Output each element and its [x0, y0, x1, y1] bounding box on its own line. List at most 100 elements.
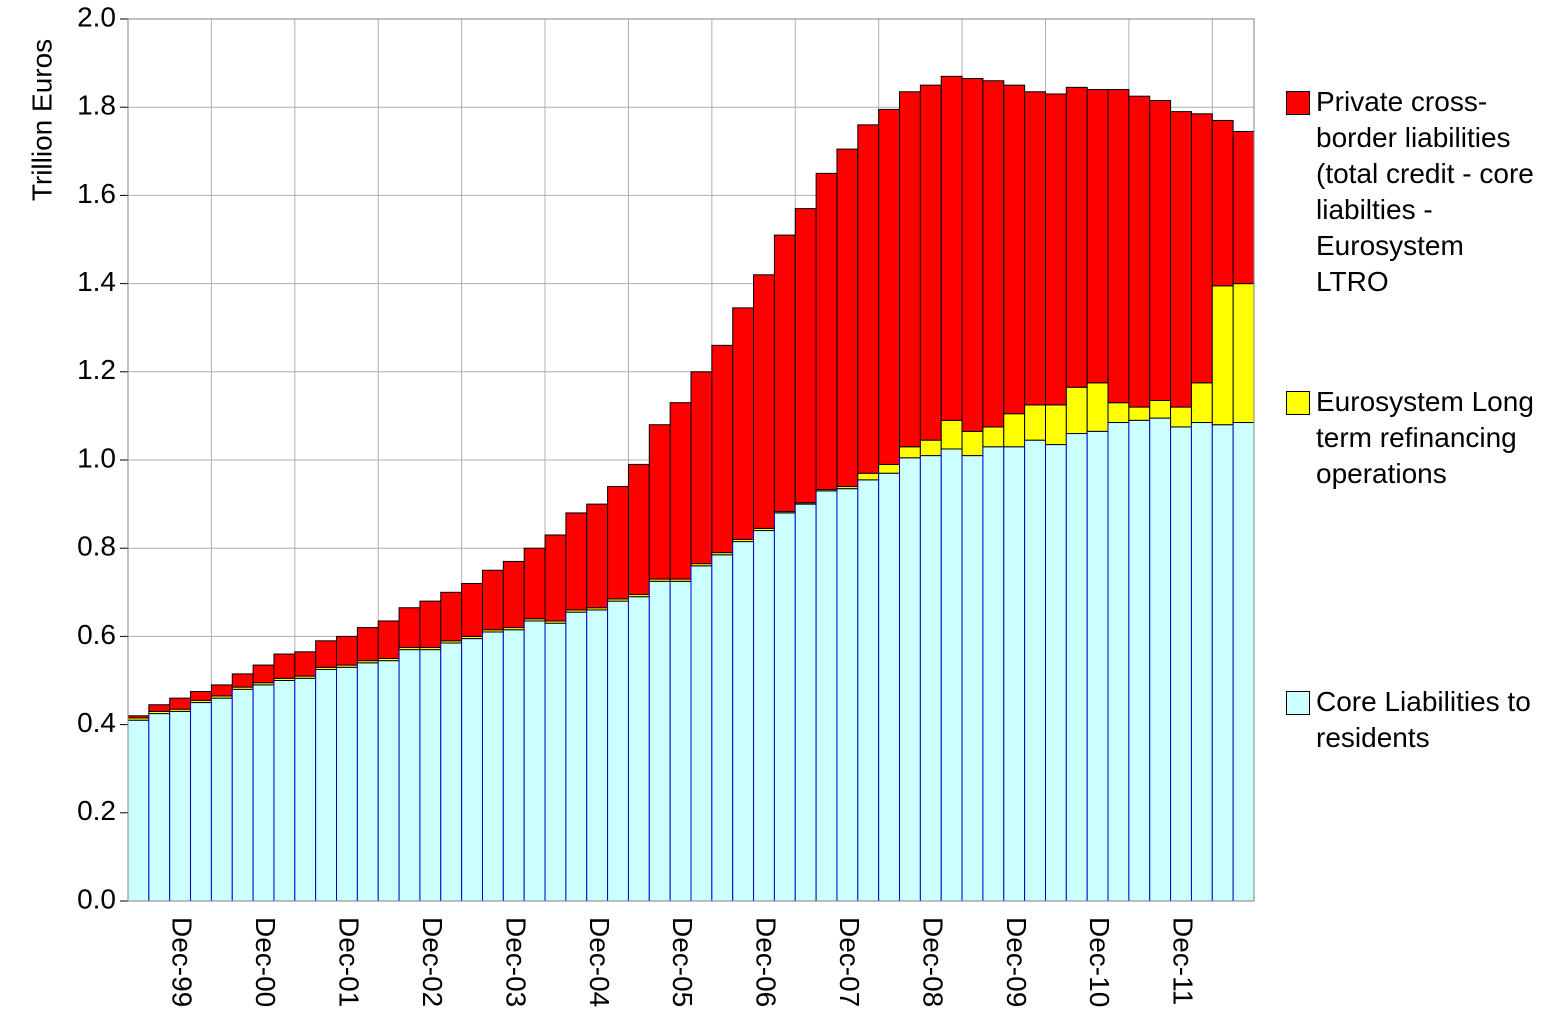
bar-segment	[377, 620, 400, 659]
bar-segment	[419, 649, 442, 902]
bar-segment	[1232, 130, 1255, 285]
bar-segment	[1044, 93, 1067, 406]
y-tick-label: 0.8	[77, 531, 116, 562]
bar-segment	[899, 457, 921, 902]
legend-label: Core Liabilities to residents	[1316, 686, 1531, 753]
bar-segment	[982, 446, 1005, 902]
bar-segment	[544, 534, 567, 622]
y-tick-label: 1.0	[77, 442, 116, 473]
bar-segment	[1044, 444, 1067, 902]
bar-segment	[982, 80, 1005, 428]
bar-segment	[1128, 406, 1151, 421]
bar-segment	[377, 660, 400, 902]
bar-segment	[732, 307, 755, 540]
bar-segment	[1024, 91, 1046, 406]
bar-segment	[502, 560, 525, 629]
x-tick-label: Dec-00	[250, 917, 281, 1007]
legend-swatch	[1286, 91, 1310, 115]
bar-segment	[732, 541, 755, 902]
bar-segment	[440, 591, 463, 642]
bar-segment	[648, 424, 671, 580]
x-tick-label: Dec-11	[1168, 917, 1199, 1005]
bar-segment	[961, 430, 984, 457]
x-tick-label: Dec-07	[834, 917, 865, 1007]
bar-segment	[1149, 399, 1172, 419]
y-tick-label: 2.0	[77, 1, 116, 32]
x-tick-label: Dec-99	[167, 917, 198, 1007]
bar-segment	[711, 344, 734, 554]
bar-segment	[711, 554, 734, 902]
bar-segment	[336, 635, 358, 666]
bar-segment	[836, 148, 859, 487]
bar-segment	[523, 547, 546, 620]
x-tick-label: Dec-03	[500, 917, 531, 1007]
bar-segment	[669, 402, 692, 580]
bar-segment	[252, 684, 275, 902]
bar-segment	[940, 75, 963, 421]
bar-segment	[878, 108, 901, 465]
bar-segment	[1107, 402, 1130, 424]
legend-item: Private cross-border liabilities (total …	[1286, 84, 1536, 300]
bar-segment	[273, 680, 296, 902]
bar-segment	[210, 697, 233, 902]
bar-segment	[878, 463, 901, 474]
bar-segment	[1024, 439, 1046, 902]
y-axis-label: Trillion Euros	[26, 39, 57, 201]
bar-segment	[753, 530, 775, 902]
plot-frame	[127, 18, 1255, 902]
bar-segment	[773, 512, 796, 902]
x-tick-label: Dec-08	[917, 917, 948, 1007]
bar-segment	[169, 697, 192, 710]
bar-segment	[1086, 382, 1109, 432]
legend-label: Private cross-border liabilities (total …	[1316, 86, 1534, 297]
x-tick-label: Dec-05	[667, 917, 698, 1007]
bar-segment	[1232, 283, 1255, 424]
x-tick-label: Dec-06	[751, 917, 782, 1007]
bar-segment	[669, 580, 692, 902]
bar-segment	[190, 691, 212, 701]
bar-segment	[627, 596, 650, 902]
y-tick-label: 1.6	[77, 178, 116, 209]
legend-label: Eurosystem Long term refinancing operati…	[1316, 386, 1534, 489]
bar-segment	[544, 622, 567, 902]
bar-segment	[127, 719, 150, 902]
x-tick-label: Dec-02	[417, 917, 448, 1007]
bar-segment	[836, 488, 859, 902]
bar-segment	[1128, 419, 1151, 902]
bar-segment	[940, 448, 963, 902]
bar-segment	[607, 600, 629, 902]
bar-segment	[1190, 113, 1213, 384]
bar-segment	[815, 172, 838, 491]
bar-segment	[398, 649, 421, 902]
bar-segment	[1065, 433, 1088, 902]
bar-segment	[1128, 95, 1151, 408]
bar-segment	[315, 668, 338, 902]
bar-segment	[231, 673, 254, 688]
bar-segment	[523, 620, 546, 902]
y-tick-label: 1.8	[77, 90, 116, 121]
bar-segment	[169, 710, 192, 902]
legend-item: Eurosystem Long term refinancing operati…	[1286, 384, 1536, 492]
y-tick-label: 0.0	[77, 883, 116, 914]
bar-segment	[294, 651, 317, 677]
bar-segment	[461, 638, 483, 902]
bar-segment	[502, 629, 525, 902]
bar-segment	[1003, 84, 1026, 415]
bar-segment	[1003, 413, 1026, 448]
bar-segment	[210, 684, 233, 697]
bar-segment	[481, 569, 504, 631]
bar-segment	[794, 503, 817, 902]
bar-segment	[815, 490, 838, 902]
bar-segment	[878, 472, 901, 902]
bar-segment	[273, 653, 296, 679]
bar-segment	[1232, 422, 1255, 902]
bar-segment	[565, 512, 588, 611]
bar-segment	[231, 688, 254, 902]
bar-segment	[857, 472, 880, 481]
bar-segment	[940, 419, 963, 450]
bar-segment	[1065, 386, 1088, 435]
bar-segment	[1107, 422, 1130, 902]
bar-segment	[1044, 404, 1067, 446]
bar-segment	[773, 234, 796, 513]
